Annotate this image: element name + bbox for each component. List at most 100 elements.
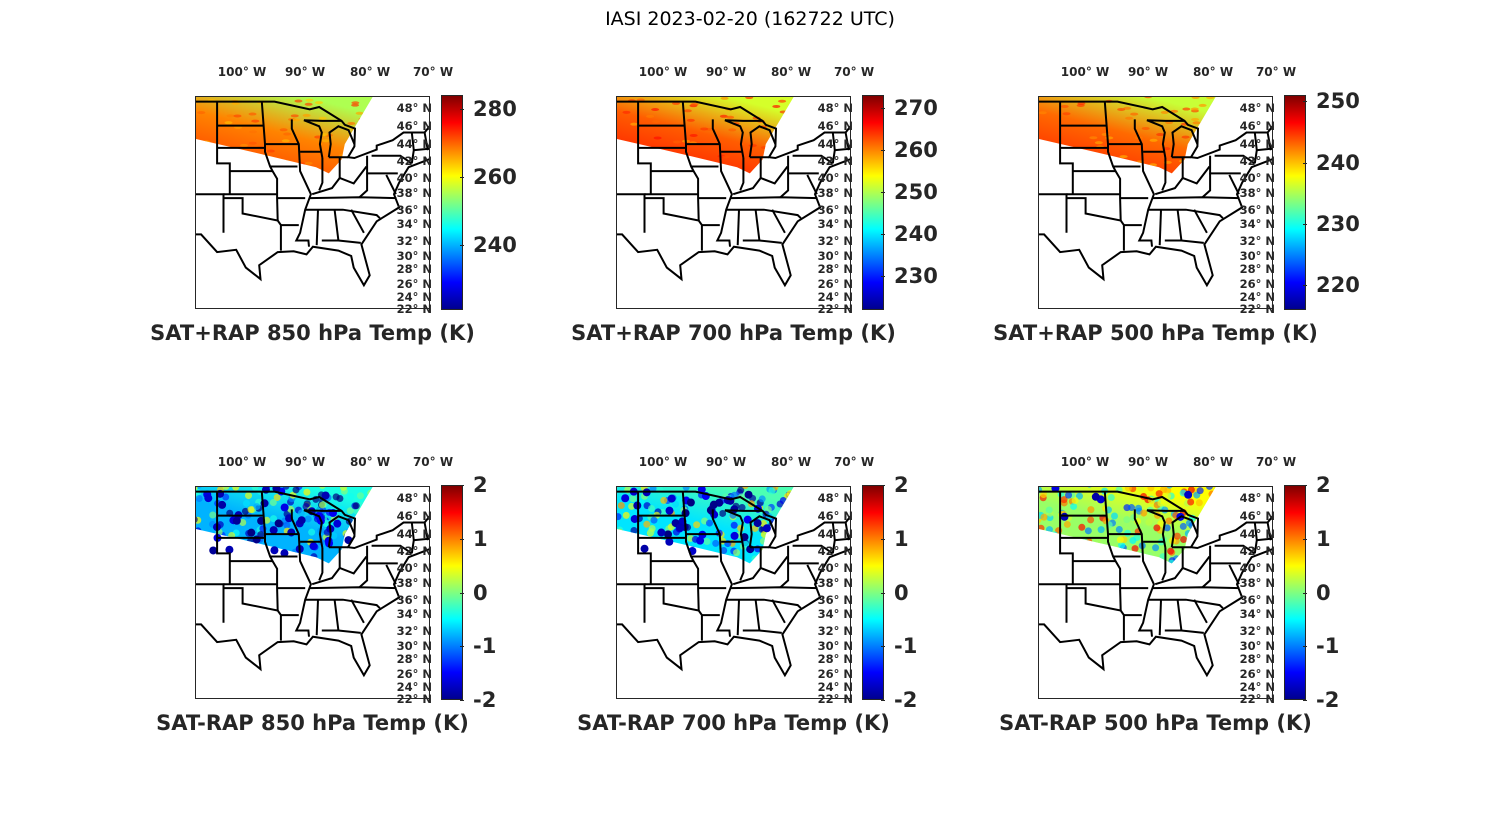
state-border bbox=[216, 491, 231, 585]
latitude-label: 42° N bbox=[817, 154, 853, 168]
state-border bbox=[309, 196, 397, 200]
state-border bbox=[1161, 158, 1167, 191]
data-footprint bbox=[1060, 496, 1068, 504]
data-footprint bbox=[1082, 544, 1090, 552]
data-footprint bbox=[682, 487, 690, 491]
data-footprint bbox=[741, 487, 749, 489]
colorbar-tick-label: 2 bbox=[473, 473, 488, 497]
data-footprint bbox=[1208, 115, 1217, 119]
colorbar-tick-mark bbox=[1303, 101, 1307, 103]
latitude-label: 38° N bbox=[817, 186, 853, 200]
coastline bbox=[617, 490, 850, 678]
state-border bbox=[1133, 119, 1155, 247]
state-border bbox=[792, 154, 834, 165]
longitude-label: 70° W bbox=[833, 65, 875, 79]
data-footprint bbox=[1129, 537, 1137, 545]
state-border bbox=[1201, 563, 1212, 589]
colorbar-tick-label: 280 bbox=[473, 96, 517, 121]
map-axes bbox=[195, 486, 430, 699]
state-border bbox=[315, 599, 319, 636]
state-border bbox=[366, 155, 398, 175]
data-footprint bbox=[1047, 559, 1055, 564]
latitude-label: 26° N bbox=[1239, 277, 1275, 291]
data-footprint bbox=[224, 121, 233, 125]
state-border bbox=[1176, 599, 1183, 631]
outlier-point bbox=[232, 516, 241, 525]
data-footprint bbox=[1214, 487, 1217, 494]
latitude-label: 44° N bbox=[396, 527, 432, 541]
latitude-label: 42° N bbox=[1239, 154, 1275, 168]
state-border bbox=[385, 174, 397, 195]
data-footprint bbox=[1184, 530, 1192, 538]
state-border bbox=[290, 509, 312, 637]
data-footprint bbox=[646, 114, 655, 118]
state-border bbox=[1154, 165, 1211, 196]
data-footprint bbox=[251, 487, 259, 491]
latitude-label: 30° N bbox=[396, 249, 432, 263]
data-footprint bbox=[278, 173, 287, 174]
longitude-label: 70° W bbox=[1255, 65, 1297, 79]
state-border bbox=[1147, 208, 1224, 219]
latitude-label: 24° N bbox=[396, 680, 432, 694]
data-footprint bbox=[273, 493, 281, 501]
data-footprint bbox=[1129, 487, 1137, 493]
state-border bbox=[333, 209, 340, 241]
data-footprint bbox=[302, 113, 311, 117]
data-footprint bbox=[297, 509, 305, 517]
data-footprint bbox=[1089, 136, 1098, 140]
data-footprint bbox=[1059, 169, 1068, 173]
data-footprint bbox=[1062, 112, 1071, 116]
state-border bbox=[1164, 629, 1204, 634]
latitude-label: 32° N bbox=[817, 234, 853, 248]
map-svg bbox=[617, 487, 850, 678]
coastline bbox=[1039, 490, 1272, 678]
coastline bbox=[1039, 100, 1272, 288]
colorbar-tick-mark bbox=[1303, 538, 1307, 540]
data-footprint bbox=[1160, 110, 1169, 114]
colorbar-tick-label: 240 bbox=[894, 222, 938, 247]
data-footprint bbox=[1123, 560, 1131, 564]
data-footprint bbox=[1187, 498, 1195, 506]
data-footprint bbox=[680, 544, 688, 552]
outlier-point bbox=[280, 503, 289, 512]
data-footprint bbox=[222, 487, 230, 490]
state-border bbox=[366, 545, 398, 565]
data-footprint bbox=[787, 525, 795, 533]
latitude-label: 44° N bbox=[1239, 527, 1275, 541]
longitude-label: 100° W bbox=[638, 455, 688, 469]
data-footprint bbox=[347, 121, 356, 125]
data-footprint bbox=[1149, 163, 1158, 167]
data-footprint bbox=[1095, 547, 1103, 555]
data-footprint bbox=[1084, 542, 1092, 550]
data-footprint bbox=[281, 139, 290, 143]
data-footprint bbox=[1181, 135, 1190, 139]
state-border bbox=[1214, 544, 1256, 555]
data-footprint bbox=[1050, 531, 1058, 539]
data-footprint bbox=[282, 160, 291, 164]
map-panel: -2 -1 0 1 2 48° N 46° N 44° N 42° N 40° N 38° N 36°… bbox=[156, 455, 675, 786]
latitude-label: 44° N bbox=[396, 137, 432, 151]
data-footprint bbox=[342, 530, 350, 538]
data-footprint bbox=[1087, 516, 1095, 524]
latitude-label: 40° N bbox=[817, 561, 853, 575]
longitude-label: 100° W bbox=[638, 65, 688, 79]
colorbar-tick-mark bbox=[460, 245, 464, 247]
state-border bbox=[730, 196, 818, 200]
data-footprint bbox=[652, 119, 661, 123]
data-footprint bbox=[793, 545, 795, 553]
state-border bbox=[358, 563, 369, 589]
data-footprint bbox=[772, 559, 780, 564]
state-border bbox=[311, 555, 368, 586]
data-footprint bbox=[198, 151, 207, 155]
data-footprint bbox=[1173, 532, 1181, 540]
data-footprint bbox=[758, 495, 766, 503]
data-footprint bbox=[266, 149, 275, 153]
state-border bbox=[1146, 509, 1167, 549]
data-footprint bbox=[790, 531, 795, 539]
data-footprint bbox=[1117, 107, 1126, 111]
colorbar-tick-mark bbox=[881, 538, 885, 540]
longitude-label: 90° W bbox=[284, 65, 326, 79]
state-border bbox=[711, 509, 733, 637]
data-footprint bbox=[233, 114, 242, 118]
state-border bbox=[787, 545, 819, 565]
